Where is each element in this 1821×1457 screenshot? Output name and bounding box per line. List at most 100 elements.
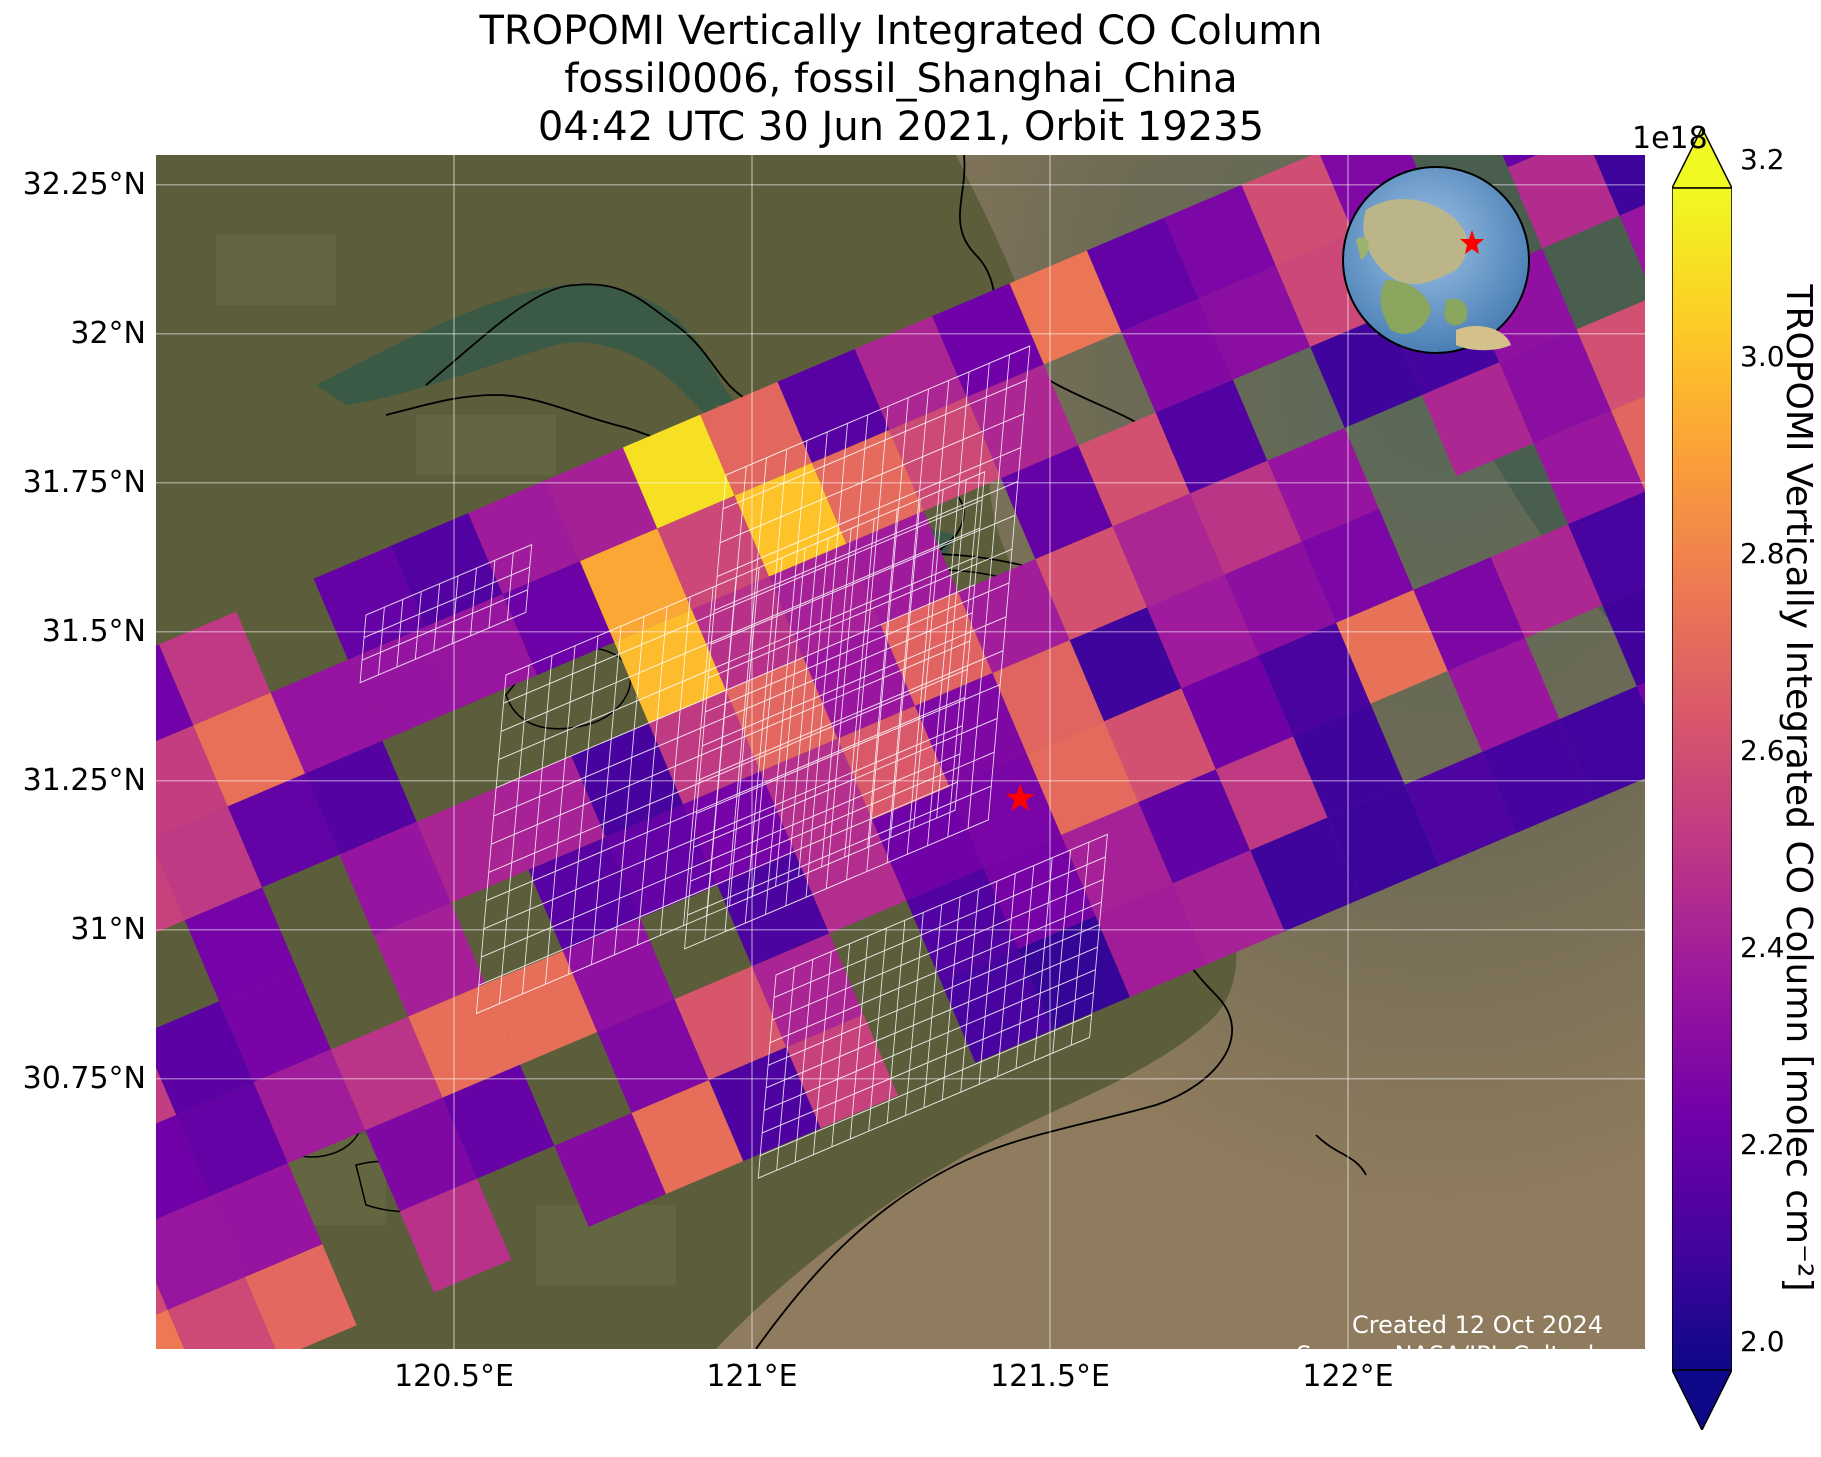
co-pixel (1559, 686, 1645, 801)
co-pixel (339, 821, 452, 936)
co-pixel (1000, 445, 1113, 560)
co-pixel (156, 1115, 211, 1229)
latitude-tick-label: 31.5°N (41, 613, 146, 649)
co-pixel (717, 852, 830, 967)
inset-globe-icon (1342, 166, 1530, 354)
co-pixel (1086, 217, 1199, 332)
co-pixel (347, 626, 460, 741)
co-pixel (1482, 719, 1594, 833)
co-pixel (554, 1112, 667, 1227)
co-pixel (1241, 155, 1354, 266)
co-pixel (700, 381, 812, 496)
co-pixel (253, 1049, 366, 1164)
co-pixel (1121, 298, 1233, 413)
co-pixel (408, 983, 520, 1098)
co-pixel (330, 1016, 443, 1131)
colorbar-tick-label: 3.2 (1740, 143, 1785, 176)
co-pixel (992, 640, 1105, 755)
colorbar-extend-min-arrow (1672, 1369, 1732, 1430)
co-pixel (416, 788, 529, 903)
co-pixel (631, 1080, 744, 1194)
colorbar-tick-label: 2.8 (1740, 537, 1785, 570)
co-pixel (1095, 883, 1208, 998)
co-pixel (1155, 379, 1268, 494)
colorbar-label: TROPOMI Vertically Integrated CO Column … (1778, 284, 1819, 1292)
co-pixel (1250, 817, 1362, 932)
colorbar-tick-label: 2.0 (1740, 1325, 1785, 1358)
co-pixel (854, 316, 967, 430)
map-panel[interactable] (156, 155, 1645, 1349)
co-pixel (751, 933, 864, 1048)
co-pixel (940, 948, 1053, 1063)
target-star-icon (1005, 783, 1035, 811)
co-pixel (502, 561, 615, 676)
co-pixel (1576, 296, 1645, 411)
co-pixel (1602, 572, 1645, 687)
co-pixel (1018, 916, 1130, 1030)
co-pixel (1533, 410, 1645, 525)
co-pixel (983, 835, 1096, 949)
co-pixel (1413, 557, 1526, 671)
co-pixel (1336, 589, 1448, 704)
latitude-tick-label: 31.25°N (22, 762, 146, 798)
colorbar-tick-label: 3.0 (1740, 340, 1785, 373)
co-pixel (691, 576, 804, 691)
co-pixel (227, 773, 340, 888)
chart-title-line-1: TROPOMI Vertically Integrated CO Column (479, 8, 1323, 54)
co-pixel (1112, 493, 1225, 608)
co-pixel (1035, 526, 1148, 641)
co-pixel (1189, 460, 1302, 575)
co-pixel (545, 447, 658, 562)
co-pixel (270, 659, 383, 774)
co-pixel (156, 839, 185, 954)
city-subpixel-grid (359, 345, 1108, 1179)
gridlines (156, 155, 1645, 1349)
co-pixel (494, 756, 606, 870)
latitude-tick-label: 30.75°N (22, 1060, 146, 1096)
co-pixel (1610, 377, 1645, 492)
co-pixel (156, 1309, 203, 1349)
co-pixel (468, 480, 580, 595)
co-pixel (1181, 655, 1294, 770)
co-pixel (1293, 703, 1405, 818)
longitude-tick-label: 121°E (706, 1359, 798, 1394)
co-pixel (485, 950, 598, 1065)
co-pixel (184, 887, 297, 1002)
colorbar (1672, 128, 1732, 1430)
co-pixel (1224, 541, 1337, 656)
longitude-tick-label: 122°E (1302, 1359, 1394, 1394)
co-pixel (365, 1097, 477, 1212)
co-pixel (1009, 250, 1122, 365)
co-pixel (1215, 736, 1328, 851)
co-pixel (1421, 362, 1534, 477)
credit-created: Created 12 Oct 2024 (1352, 1311, 1603, 1339)
co-pixel (1327, 784, 1440, 899)
colorbar-tick-label: 2.2 (1740, 1128, 1785, 1161)
co-pixel (156, 806, 263, 921)
target-star (1005, 783, 1035, 811)
co-pixel (1026, 721, 1139, 836)
chart-title-line-2: fossil0006, fossil_Shanghai_China (564, 56, 1238, 102)
co-pixel (1198, 265, 1311, 380)
co-pixel (949, 754, 1062, 868)
co-pixel (528, 837, 641, 951)
co-pixel (786, 1014, 898, 1129)
latitude-tick-label: 32.25°N (22, 166, 146, 202)
co-pixel (373, 902, 486, 1017)
co-pixel (1138, 769, 1251, 884)
co-pixel (1172, 850, 1285, 965)
co-pixel (156, 1196, 246, 1310)
co-pixel (158, 611, 271, 726)
co-pixel (1069, 607, 1182, 722)
co-pixel (176, 1082, 288, 1197)
co-pixel (768, 543, 881, 658)
co-pixel (597, 999, 709, 1113)
co-pixel (1301, 508, 1414, 623)
co-pixel (219, 968, 331, 1083)
co-pixel (1585, 155, 1645, 216)
co-pixel (622, 414, 735, 529)
co-pixel (562, 918, 675, 1032)
co-pixel (1164, 184, 1276, 299)
co-pixel (579, 528, 692, 643)
co-pixel (932, 283, 1044, 398)
